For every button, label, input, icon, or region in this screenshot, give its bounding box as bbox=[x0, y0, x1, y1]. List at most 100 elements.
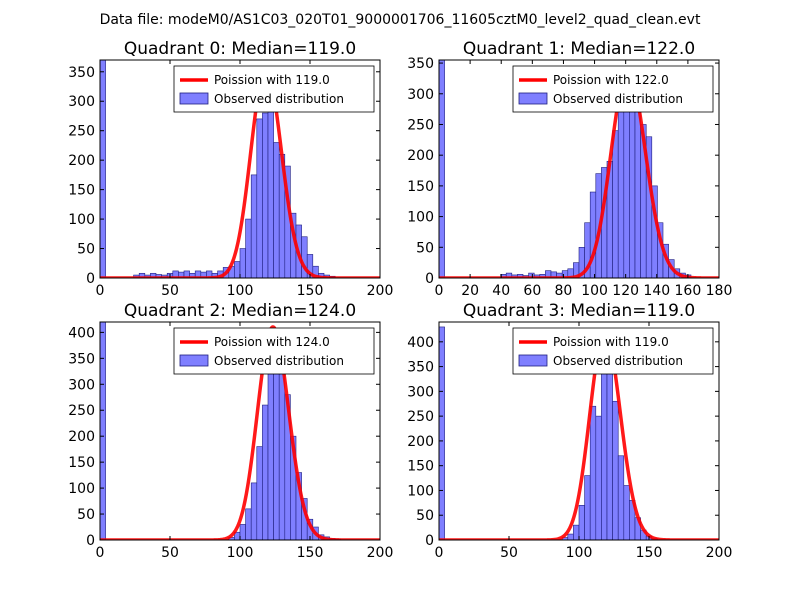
histogram-bar bbox=[573, 524, 580, 540]
y-tick-label: 200 bbox=[68, 429, 95, 445]
legend: Poission with 119.0 Observed distribution bbox=[512, 327, 714, 375]
histogram-bar bbox=[589, 405, 597, 540]
x-tick-label: 150 bbox=[297, 545, 324, 561]
panel-quadrant-0: Quadrant 0: Median=119.0 0 50 100 150 200 0 50… bbox=[68, 39, 393, 299]
x-tick-label: 200 bbox=[367, 283, 394, 299]
x-tick-label: 120 bbox=[612, 283, 639, 299]
y-tick-label: 150 bbox=[68, 183, 95, 199]
y-tick-label: 0 bbox=[425, 533, 434, 549]
plot-frame bbox=[438, 59, 720, 279]
y-tick-label: 400 bbox=[68, 325, 95, 341]
histogram-bar bbox=[250, 482, 258, 540]
legend: Poission with 122.0 Observed distribution bbox=[512, 65, 714, 113]
panel-title: Quadrant 3: Median=119.0 bbox=[463, 301, 695, 321]
x-tick-label: 200 bbox=[367, 545, 394, 561]
histogram-bar bbox=[617, 455, 625, 540]
y-tick-label: 0 bbox=[86, 533, 95, 549]
panel-quadrant-2: Quadrant 2: Median=124.0 0 50 100 150 200 0 50… bbox=[68, 301, 393, 561]
x-tick-label: 100 bbox=[566, 545, 593, 561]
histogram-bar bbox=[623, 485, 630, 540]
y-tick-label: 100 bbox=[68, 212, 95, 228]
x-tick-label: 0 bbox=[96, 545, 105, 561]
y-tick-label: 100 bbox=[407, 483, 434, 499]
x-tick-label: 150 bbox=[636, 545, 663, 561]
legend-bar-label: Observed distribution bbox=[214, 92, 344, 106]
y-tick-label: 350 bbox=[68, 351, 95, 367]
histogram-bar bbox=[100, 60, 106, 278]
histogram-bar bbox=[601, 346, 608, 540]
x-tick-label: 100 bbox=[227, 545, 254, 561]
histogram-bar bbox=[245, 508, 252, 540]
histogram-bar bbox=[439, 326, 445, 540]
legend-curve-label: Poission with 122.0 bbox=[553, 73, 669, 87]
y-tick-label: 350 bbox=[68, 65, 95, 81]
y-tick-label: 300 bbox=[407, 87, 434, 103]
x-tick-label: 50 bbox=[161, 283, 179, 299]
histogram-bar bbox=[584, 475, 591, 540]
y-tick-label: 150 bbox=[407, 179, 434, 195]
y-tick-label: 200 bbox=[407, 148, 434, 164]
histogram-bar bbox=[567, 533, 574, 540]
y-tick-label: 50 bbox=[77, 507, 95, 523]
poisson-curve-group bbox=[439, 68, 719, 278]
legend-bar-label: Observed distribution bbox=[553, 354, 683, 368]
legend-curve-label: Poission with 119.0 bbox=[214, 73, 330, 87]
legend-bar-label: Observed distribution bbox=[214, 354, 344, 368]
x-tick-label: 200 bbox=[706, 545, 733, 561]
y-tick-label: 0 bbox=[425, 271, 434, 287]
x-tick-label: 60 bbox=[523, 283, 541, 299]
x-tick-label: 20 bbox=[461, 283, 479, 299]
x-tick-label: 50 bbox=[500, 545, 518, 561]
y-tick-label: 50 bbox=[77, 242, 95, 258]
histogram-bar bbox=[595, 415, 602, 540]
x-tick-label: 100 bbox=[581, 283, 608, 299]
x-tick-label: 80 bbox=[555, 283, 573, 299]
panel-quadrant-1: Quadrant 1: Median=122.0 0 20 40 60 80 100 120… bbox=[407, 39, 732, 299]
x-tick-label: 150 bbox=[297, 283, 324, 299]
y-tick-label: 150 bbox=[68, 455, 95, 471]
legend: Poission with 124.0 Observed distribution bbox=[173, 327, 375, 375]
y-tick-label: 250 bbox=[68, 124, 95, 140]
histogram-bar bbox=[239, 524, 246, 540]
histogram-bar bbox=[439, 60, 445, 278]
histogram-bar bbox=[612, 400, 619, 540]
histogram-bar bbox=[589, 191, 597, 278]
y-tick-label: 300 bbox=[407, 384, 434, 400]
histogram-bar bbox=[612, 130, 619, 278]
histogram-bar bbox=[312, 265, 319, 278]
histogram-bar bbox=[617, 99, 625, 278]
panel-title: Quadrant 2: Median=124.0 bbox=[124, 301, 356, 321]
histogram-bar bbox=[250, 174, 258, 278]
x-tick-label: 100 bbox=[227, 283, 254, 299]
histogram-bars bbox=[439, 326, 658, 540]
y-tick-label: 0 bbox=[86, 271, 95, 287]
y-tick-label: 250 bbox=[407, 409, 434, 425]
legend-curve-label: Poission with 124.0 bbox=[214, 335, 330, 349]
panel-title: Quadrant 1: Median=122.0 bbox=[463, 39, 695, 59]
histogram-bar bbox=[256, 446, 263, 540]
y-tick-label: 200 bbox=[407, 434, 434, 450]
y-tick-label: 350 bbox=[407, 360, 434, 376]
y-tick-label: 250 bbox=[68, 403, 95, 419]
legend-bar-swatch bbox=[179, 92, 209, 105]
legend-bar-swatch bbox=[518, 354, 548, 367]
histogram-bar bbox=[278, 363, 286, 540]
legend-bar-swatch bbox=[179, 354, 209, 367]
legend-bar-label: Observed distribution bbox=[553, 92, 683, 106]
x-tick-label: 160 bbox=[675, 283, 702, 299]
x-tick-label: 0 bbox=[435, 545, 444, 561]
y-tick-label: 350 bbox=[407, 56, 434, 72]
histogram-bars bbox=[100, 60, 336, 278]
histogram-bar bbox=[262, 404, 269, 540]
histogram-bar bbox=[273, 142, 280, 278]
y-tick-label: 200 bbox=[68, 153, 95, 169]
x-tick-label: 140 bbox=[643, 283, 670, 299]
legend: Poission with 119.0 Observed distribution bbox=[173, 65, 375, 113]
y-tick-label: 100 bbox=[407, 210, 434, 226]
poisson-curve bbox=[439, 68, 719, 278]
y-tick-label: 50 bbox=[416, 240, 434, 256]
histogram-bar bbox=[234, 261, 241, 278]
x-tick-label: 50 bbox=[161, 545, 179, 561]
histogram-bar bbox=[239, 248, 246, 278]
